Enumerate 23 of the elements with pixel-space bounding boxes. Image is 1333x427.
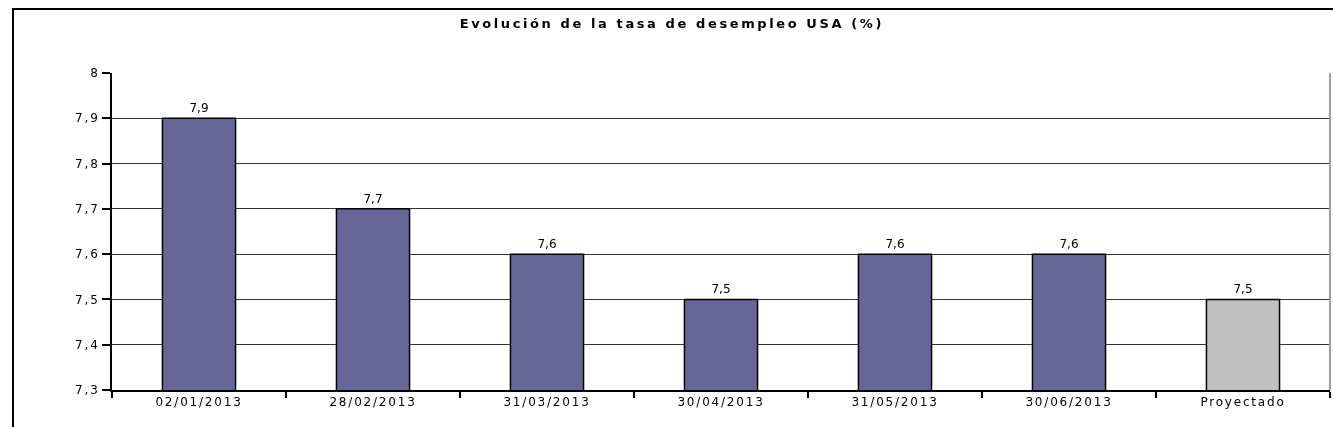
y-tick-label: 7,8 xyxy=(75,156,100,171)
x-tick-label: 02/01/2013 xyxy=(155,395,243,410)
data-label: 7,5 xyxy=(711,282,731,297)
y-tick-label: 7,6 xyxy=(75,247,100,262)
data-label: 7,7 xyxy=(363,191,383,206)
data-label: 7,6 xyxy=(885,237,905,252)
y-tick-label: 7,5 xyxy=(75,292,100,307)
y-tick-label: 7,3 xyxy=(75,383,100,398)
x-tick-label: 28/02/2013 xyxy=(329,395,417,410)
x-tick-label: Proyectado xyxy=(1200,395,1286,410)
data-label: 7,6 xyxy=(537,237,557,252)
data-label: 7,6 xyxy=(1059,237,1079,252)
x-tick-label: 30/04/2013 xyxy=(677,395,765,410)
chart-title: Evolución de la tasa de desempleo USA (%) xyxy=(459,16,884,32)
y-tick-label: 7,7 xyxy=(75,202,100,217)
data-label: 7,9 xyxy=(189,101,209,116)
x-tick-label: 30/06/2013 xyxy=(1025,395,1113,410)
y-tick-label: 8 xyxy=(90,66,100,81)
x-tick-label: 31/03/2013 xyxy=(503,395,591,410)
y-tick-label: 7,4 xyxy=(75,337,100,352)
data-label: 7,5 xyxy=(1233,282,1253,297)
y-tick-label: 7,9 xyxy=(75,111,100,126)
x-tick-label: 31/05/2013 xyxy=(851,395,939,410)
